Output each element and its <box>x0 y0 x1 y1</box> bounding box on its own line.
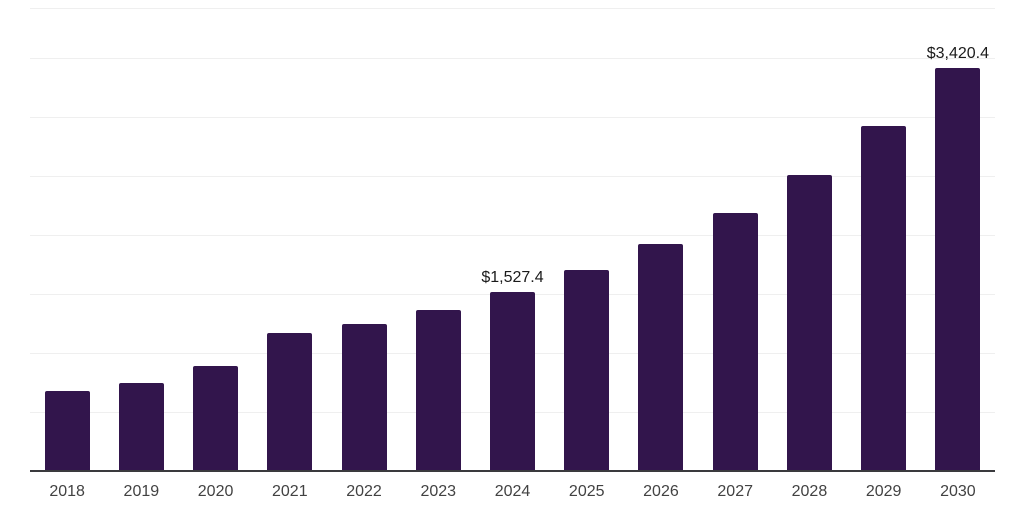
bar-2023 <box>415 309 461 472</box>
bar-2028 <box>786 175 832 472</box>
bar-2020 <box>193 366 239 472</box>
x-axis-line <box>30 470 995 472</box>
bar-2018 <box>44 390 90 472</box>
bar-2026 <box>638 243 684 472</box>
x-axis-tick-label-2020: 2020 <box>197 483 234 500</box>
bar-2021 <box>267 332 313 472</box>
x-axis-tick-label-2018: 2018 <box>49 483 85 500</box>
x-axis-tick-label-2025: 2025 <box>568 483 605 500</box>
bar-2025 <box>564 269 610 472</box>
bar-2022 <box>341 324 387 472</box>
x-axis-tick-label-2026: 2026 <box>643 483 679 500</box>
x-axis-tick-label-2028: 2028 <box>791 483 828 500</box>
gridline <box>30 116 995 118</box>
bar-value-label-2030: $3,420.4 <box>926 45 990 63</box>
bar-2024 <box>490 291 535 472</box>
gridline <box>30 234 995 236</box>
plot-area: $1,527.4 $3,420.4 <box>30 8 995 472</box>
bar-value-label-2024: $1,527.4 <box>481 268 544 286</box>
bar-2027 <box>712 213 758 472</box>
x-axis-tick-label-2030: 2030 <box>940 483 976 500</box>
x-axis-tick-label-2019: 2019 <box>123 483 160 500</box>
bar-2030 <box>935 68 981 472</box>
x-axis-tick-label-2027: 2027 <box>717 483 753 500</box>
x-axis-tick-label-2023: 2023 <box>420 483 457 500</box>
x-axis-tick-label-2022: 2022 <box>346 483 382 500</box>
x-axis-tick-label-2021: 2021 <box>272 483 308 500</box>
bar-2029 <box>861 126 907 472</box>
x-axis-tick-label-2024: 2024 <box>494 483 531 500</box>
gridline <box>30 57 995 59</box>
x-axis-tick-label-2029: 2029 <box>865 483 902 500</box>
gridline <box>30 175 995 177</box>
bar-2019 <box>118 382 164 472</box>
x-axis-tick-labels: 2018 2019 2020 2021 2022 2023 2024 2025 2026 2027… <box>30 484 995 506</box>
